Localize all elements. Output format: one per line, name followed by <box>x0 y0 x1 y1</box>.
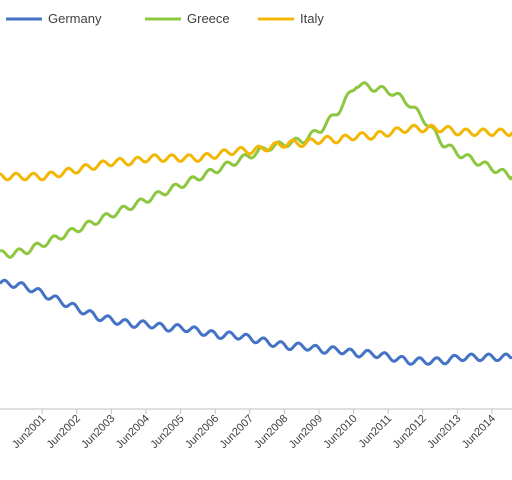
legend-label-greece: Greece <box>187 11 230 26</box>
x-tick-label: Jun2006 <box>183 413 221 451</box>
x-tick-label: Jun2002 <box>45 413 83 451</box>
x-axis-ticks: Jun2001Jun2002Jun2003Jun2004Jun2005Jun20… <box>10 409 498 451</box>
series-line-germany <box>0 278 512 366</box>
x-tick-label: Jun2010 <box>321 413 359 451</box>
x-tick-label: Jun2014 <box>460 413 498 451</box>
x-tick-label: Jun2003 <box>79 413 117 451</box>
x-tick-label: Jun2011 <box>357 413 395 451</box>
x-tick-label: Jun2012 <box>391 413 429 451</box>
legend-label-italy: Italy <box>300 11 324 26</box>
series-line-greece <box>0 81 512 259</box>
x-tick-label: Jun2005 <box>148 413 186 451</box>
x-tick-label: Jun2004 <box>114 413 152 451</box>
legend: Germany Greece Italy <box>6 11 324 26</box>
series-line-italy <box>0 123 512 182</box>
series-lines <box>0 81 512 366</box>
x-tick-label: Jun2001 <box>10 413 48 451</box>
x-tick-label: Jun2008 <box>252 413 290 451</box>
x-tick-label: Jun2009 <box>287 413 325 451</box>
legend-label-germany: Germany <box>48 11 102 26</box>
x-tick-label: Jun2007 <box>218 413 256 451</box>
x-tick-label: Jun2013 <box>425 413 463 451</box>
